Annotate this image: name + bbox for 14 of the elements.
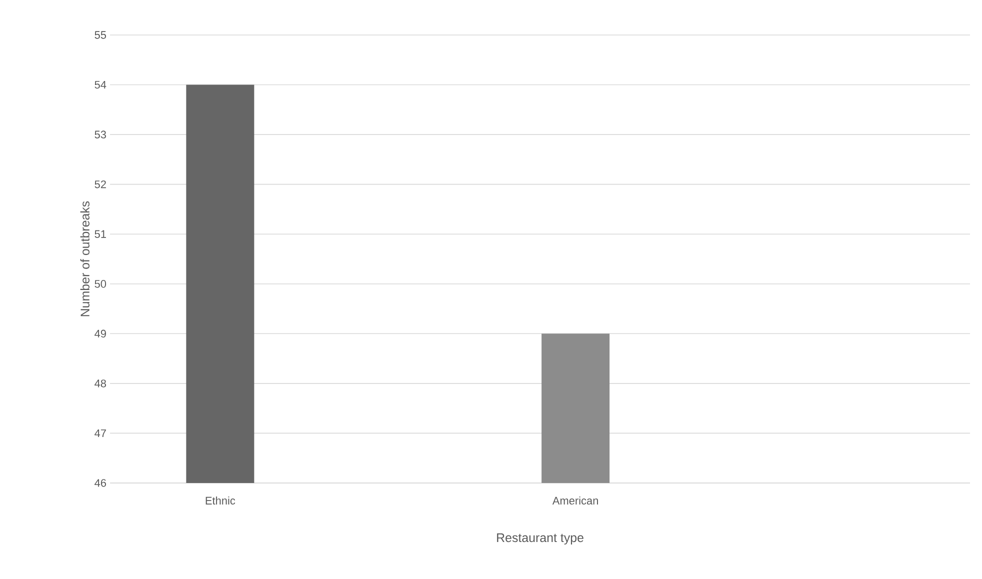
y-tick-label: 55 [94,31,106,39]
y-tick-label: 47 [94,429,106,437]
y-tick-label: 50 [94,280,106,288]
y-tick-label: 46 [94,479,106,487]
x-tick-label: Ethnic [206,496,236,505]
y-tick-label: 54 [94,80,106,89]
y-tick-label: 52 [94,180,106,188]
y-tick-label: 53 [94,130,106,138]
x-tick-label: American [552,496,598,505]
y-tick-label: 51 [94,230,106,238]
y-axis-title: Number of outbreaks [80,201,90,316]
y-tick-label: 48 [94,380,106,388]
x-axis-title: Restaurant type [497,533,584,545]
y-tick-label: 49 [94,330,106,338]
